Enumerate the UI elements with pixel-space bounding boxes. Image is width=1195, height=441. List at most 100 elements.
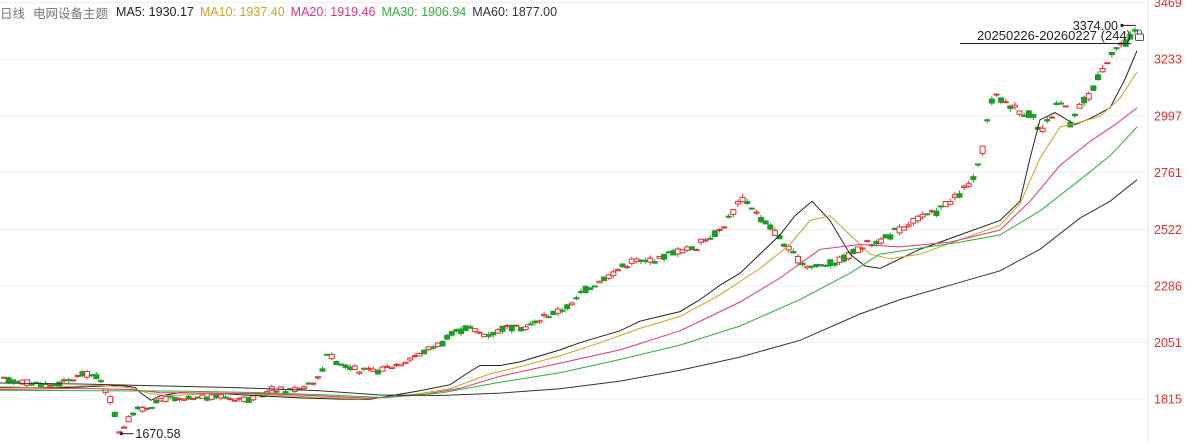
lock-icon [1135, 33, 1144, 41]
candle-body [965, 183, 972, 187]
ma20-line [0, 107, 1138, 399]
candle-body [956, 193, 963, 198]
candle-body [457, 328, 464, 335]
candle-body [402, 361, 409, 364]
candle-body [93, 374, 100, 380]
index-name: 电网设备主题 [33, 6, 109, 21]
candle-body [70, 379, 77, 382]
candle-body [190, 398, 197, 401]
candle-body [933, 210, 940, 216]
candle-body [1076, 103, 1083, 109]
candle-body [388, 366, 395, 369]
candle-body [337, 363, 344, 366]
candle-body [485, 334, 492, 337]
candle-body [121, 426, 128, 429]
candle-body [693, 249, 700, 252]
candle-body [1062, 105, 1069, 108]
date-range-label[interactable]: 20250226-20260227 (244) [977, 28, 1131, 43]
candle-body [647, 257, 654, 263]
candle-body [499, 325, 506, 332]
candle-body [979, 145, 986, 154]
candle-body [250, 395, 257, 401]
candle-body [107, 396, 114, 404]
candle-body [730, 209, 737, 215]
candle-body [416, 352, 423, 357]
candle-body [993, 93, 1000, 96]
candle-body [227, 398, 234, 401]
candle-body [448, 331, 455, 336]
y-tick-label: 2051 [1154, 336, 1182, 350]
min-price-label: 1670.58 [135, 427, 180, 441]
candle-body [333, 360, 340, 366]
candle-body [319, 368, 326, 372]
candle-body [781, 243, 788, 247]
y-tick-label: 2997 [1154, 109, 1182, 123]
candle-body [707, 237, 714, 240]
candle-body [711, 230, 718, 238]
candle-body [1131, 29, 1138, 32]
candle-body [702, 239, 709, 242]
candle-body [522, 326, 529, 331]
candle-body [568, 302, 575, 306]
candle-body [859, 247, 866, 250]
candle-body [864, 240, 871, 243]
candle-body [1016, 110, 1023, 115]
candle-body [661, 253, 668, 260]
candle-body [619, 263, 626, 268]
candle-body [125, 416, 132, 423]
ma5-label: MA5: 1930.17 [116, 5, 194, 19]
candle-body [716, 228, 723, 231]
candle-body [467, 326, 474, 329]
candle-body [753, 211, 760, 214]
candle-body [1044, 119, 1051, 122]
candle-body [970, 176, 977, 181]
candle-body [231, 399, 238, 402]
candle-body [1081, 96, 1088, 104]
candle-body [878, 238, 885, 244]
candle-body [596, 280, 603, 284]
candle-body [854, 246, 861, 254]
candle-body [739, 196, 746, 203]
ma10-label: MA10: 1937.40 [199, 5, 285, 19]
candle-body [1094, 74, 1101, 81]
candle-body [767, 224, 774, 230]
ma10-line [0, 71, 1138, 400]
candle-body [744, 201, 751, 204]
y-tick-label: 1815 [1154, 393, 1182, 407]
candle-body [947, 201, 954, 205]
y-tick-label: 3233 [1154, 53, 1182, 67]
candle-body [1048, 116, 1055, 119]
candle-body [758, 217, 765, 223]
candle-body [587, 287, 594, 290]
candle-body [328, 354, 335, 360]
candle-body [490, 331, 497, 336]
y-tick-label: 2286 [1154, 280, 1182, 294]
candle-body [794, 255, 801, 264]
candle-body [282, 391, 289, 394]
candle-body [153, 399, 160, 404]
candle-body [901, 226, 908, 231]
candle-body [721, 226, 728, 229]
candle-body [1025, 110, 1032, 118]
candle-body [827, 259, 834, 267]
candle-body [1058, 102, 1065, 105]
ma60-label: MA60: 1877.00 [472, 5, 558, 19]
candle-body [513, 324, 520, 327]
candle-body [407, 357, 414, 361]
candle-body [905, 224, 912, 227]
max-price-label: 3374.00 [1073, 19, 1118, 33]
candle-body [536, 320, 543, 323]
candle-body [1030, 114, 1037, 118]
candle-body [984, 119, 991, 122]
candle-body [314, 376, 321, 379]
candle-body [444, 334, 451, 340]
candle-body [397, 363, 404, 367]
candle-body [1090, 85, 1097, 91]
candle-body [24, 379, 31, 386]
candle-body [1108, 51, 1115, 56]
candle-body [1104, 62, 1111, 65]
candle-body [919, 213, 926, 218]
min-marker-dot [119, 432, 124, 436]
candle-body [1113, 47, 1120, 50]
